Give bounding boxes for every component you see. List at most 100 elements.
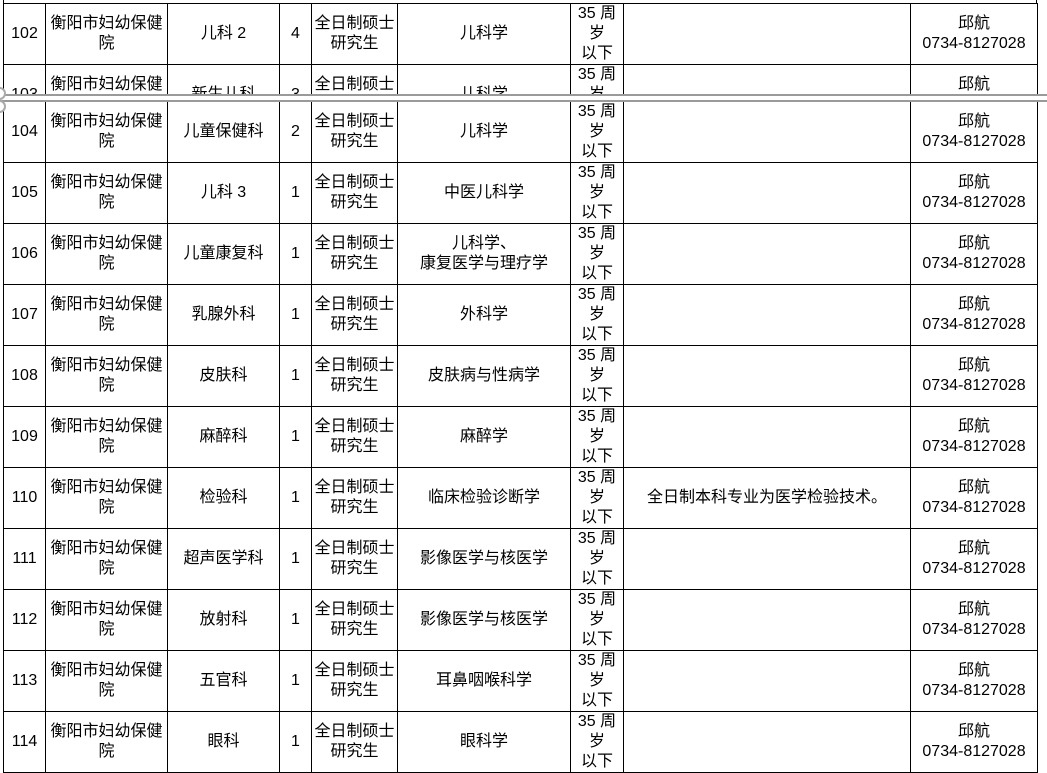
cell-note [623,102,911,163]
cell-organization: 衡阳市妇幼保健 院 [45,223,168,285]
table-row: 112 衡阳市妇幼保健 院 放射科 1 全日制硕士 研究生 影像医学与核医学 3… [3,589,1038,651]
cell-organization: 衡阳市妇幼保健 院 [45,650,168,712]
cell-organization: 衡阳市妇幼保健 院 [45,711,168,773]
cell-department: 眼科 [167,711,280,773]
cell-age-limit: 35 周岁 以下 [570,589,624,651]
table-row: 110 衡阳市妇幼保健 院 检验科 1 全日制硕士 研究生 临床检验诊断学 35… [3,467,1038,529]
cell-seq-number: 114 [3,711,46,773]
cell-organization: 衡阳市妇幼保健 院 [45,467,168,529]
cell-age-limit: 35 周岁 以下 [570,223,624,285]
cell-education: 全日制硕士 研究生 [311,711,398,773]
cell-organization: 衡阳市妇幼保健 院 [45,406,168,468]
cell-organization: 衡阳市妇幼保健 院 [45,528,168,590]
cell-headcount: 2 [279,102,312,163]
cell-department: 儿科 2 [167,3,280,65]
cell-note [623,589,911,651]
cell-department: 放射科 [167,589,280,651]
cell-organization: 衡阳市妇幼保健 院 [45,162,168,224]
cell-seq-number: 113 [3,650,46,712]
cell-headcount: 1 [279,284,312,346]
cell-organization: 衡阳市妇幼保健 院 [45,3,168,65]
cell-headcount: 1 [279,345,312,407]
cell-contact: 邱航 0734-8127028 [910,284,1038,346]
table-row: 105 衡阳市妇幼保健 院 儿科 3 1 全日制硕士 研究生 中医儿科学 35 … [3,162,1038,224]
cell-major: 儿科学 [397,3,571,65]
table-row: 109 衡阳市妇幼保健 院 麻醉科 1 全日制硕士 研究生 麻醉学 35 周岁 … [3,406,1038,468]
cell-age-limit: 35 周岁 以下 [570,650,624,712]
cell-headcount: 1 [279,711,312,773]
cell-age-limit: 35 周岁 以下 [570,528,624,590]
cell-age-limit: 35 周岁 以下 [570,711,624,773]
cell-education: 全日制硕士 研究生 [311,406,398,468]
cell-education: 全日制硕士 研究生 [311,528,398,590]
cell-age-limit: 35 周岁 以下 [570,406,624,468]
cell-age-limit: 35 周岁 以下 [570,467,624,529]
cell-seq-number: 110 [3,467,46,529]
cell-major: 外科学 [397,284,571,346]
cell-seq-number: 105 [3,162,46,224]
cell-education: 全日制硕士 研究生 [311,223,398,285]
cell-department: 皮肤科 [167,345,280,407]
cell-education: 全日制硕士 研究生 [311,650,398,712]
cell-seq-number: 111 [3,528,46,590]
cell-seq-number: 112 [3,589,46,651]
cell-contact: 邱航 0734-8127028 [910,528,1038,590]
cell-note [623,528,911,590]
cell-note [623,711,911,773]
cell-education: 全日制硕士 研究生 [311,162,398,224]
cell-note: 全日制本科专业为医学检验技术。 [623,467,911,529]
table-row: 111 衡阳市妇幼保健 院 超声医学科 1 全日制硕士 研究生 影像医学与核医学… [3,528,1038,590]
cell-note [623,162,911,224]
cell-education: 全日制硕士 研究生 [311,284,398,346]
cell-headcount: 1 [279,223,312,285]
table-row: 107 衡阳市妇幼保健 院 乳腺外科 1 全日制硕士 研究生 外科学 35 周岁… [3,284,1038,346]
cell-age-limit: 35 周岁 以下 [570,3,624,65]
cell-education: 全日制硕士 研究生 [311,589,398,651]
cell-headcount: 1 [279,528,312,590]
cell-age-limit: 35 周岁 以下 [570,345,624,407]
cell-education: 全日制硕士 研究生 [311,467,398,529]
cell-contact: 邱航 0734-8127028 [910,345,1038,407]
cell-contact: 邱航 0734-8127028 [910,102,1038,163]
cell-contact: 邱航 0734-8127028 [910,650,1038,712]
cell-seq-number: 108 [3,345,46,407]
table-border-stub [3,0,4,3]
cell-contact: 邱航 0734-8127028 [910,711,1038,773]
cell-note [623,284,911,346]
page-break-separator [0,94,1047,102]
cell-major: 儿科学、 康复医学与理疗学 [397,223,571,285]
cell-contact: 邱航 0734-8127028 [910,3,1038,65]
cell-headcount: 1 [279,650,312,712]
table-border-stub [1036,0,1037,3]
cell-major: 临床检验诊断学 [397,467,571,529]
positions-table-lower: 104 衡阳市妇幼保健 院 儿童保健科 2 全日制硕士 研究生 儿科学 35 周… [3,102,1038,773]
cell-seq-number: 106 [3,223,46,285]
cell-major: 麻醉学 [397,406,571,468]
cell-headcount: 1 [279,589,312,651]
cell-contact: 邱航 0734-8127028 [910,589,1038,651]
cell-department: 麻醉科 [167,406,280,468]
cell-note [623,345,911,407]
cell-department: 乳腺外科 [167,284,280,346]
cell-department: 检验科 [167,467,280,529]
cell-major: 影像医学与核医学 [397,589,571,651]
cell-note [623,650,911,712]
table-row: 104 衡阳市妇幼保健 院 儿童保健科 2 全日制硕士 研究生 儿科学 35 周… [3,102,1038,163]
cell-organization: 衡阳市妇幼保健 院 [45,284,168,346]
cell-major: 耳鼻咽喉科学 [397,650,571,712]
cell-headcount: 1 [279,467,312,529]
table-row: 108 衡阳市妇幼保健 院 皮肤科 1 全日制硕士 研究生 皮肤病与性病学 35… [3,345,1038,407]
cell-major: 皮肤病与性病学 [397,345,571,407]
cell-contact: 邱航 0734-8127028 [910,406,1038,468]
cell-contact: 邱航 0734-8127028 [910,467,1038,529]
cell-age-limit: 35 周岁 以下 [570,102,624,163]
cell-education: 全日制硕士 研究生 [311,3,398,65]
cell-headcount: 1 [279,162,312,224]
cell-headcount: 1 [279,406,312,468]
cell-seq-number: 104 [3,102,46,163]
cell-age-limit: 35 周岁 以下 [570,162,624,224]
cell-seq-number: 102 [3,3,46,65]
cell-department: 儿童保健科 [167,102,280,163]
table-row: 113 衡阳市妇幼保健 院 五官科 1 全日制硕士 研究生 耳鼻咽喉科学 35 … [3,650,1038,712]
